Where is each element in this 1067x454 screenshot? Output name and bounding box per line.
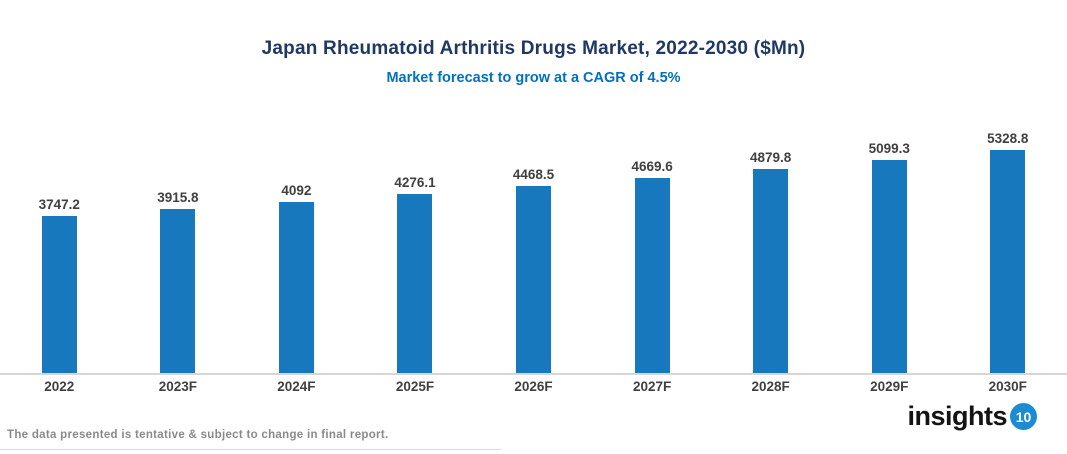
bar-value-label: 4092 bbox=[281, 183, 312, 198]
x-axis-tick-label: 2022 bbox=[44, 379, 75, 394]
bar bbox=[41, 216, 77, 373]
bar-column: 4669.6 bbox=[593, 110, 712, 373]
bar-value-label: 3915.8 bbox=[157, 190, 199, 205]
x-axis-line bbox=[0, 373, 1067, 375]
bar-value-label: 5099.3 bbox=[868, 141, 910, 156]
bar-column: 5328.8 bbox=[949, 110, 1067, 373]
x-axis-tick-label: 2024F bbox=[277, 379, 316, 394]
x-axis-tick-label: 2025F bbox=[395, 379, 435, 394]
logo-badge-10-icon: 10 bbox=[1010, 403, 1037, 430]
logo-wordmark: insights bbox=[907, 401, 1007, 431]
chart-subtitle: Market forecast to grow at a CAGR of 4.5… bbox=[386, 70, 681, 86]
x-axis-tick-label: 2026F bbox=[514, 379, 553, 394]
x-axis-tick-label: 2030F bbox=[988, 379, 1027, 394]
bar-value-label: 4669.6 bbox=[631, 159, 673, 174]
bottom-divider-line bbox=[0, 449, 502, 450]
bar-column: 4092 bbox=[237, 110, 356, 373]
bar bbox=[634, 178, 670, 373]
bar-value-label: 5328.8 bbox=[987, 131, 1029, 146]
bar bbox=[990, 150, 1026, 373]
bar-value-label: 4879.8 bbox=[750, 150, 792, 165]
bar-column: 4276.1 bbox=[356, 110, 475, 373]
bar-column: 3915.8 bbox=[119, 110, 238, 373]
bar-column: 4879.8 bbox=[711, 110, 830, 373]
x-axis-labels: 2022 2023F 2024F 2025F 2026F 2027F 2028F 2029F 2… bbox=[0, 379, 1067, 394]
bar-column: 3747.2 bbox=[0, 110, 119, 373]
bar bbox=[278, 202, 314, 373]
chart-title: Japan Rheumatoid Arthritis Drugs Market,… bbox=[261, 38, 806, 59]
bar bbox=[516, 186, 552, 373]
x-axis-tick-label: 2028F bbox=[751, 379, 790, 394]
bar-column: 4468.5 bbox=[474, 110, 593, 373]
x-axis-tick-label: 2029F bbox=[870, 379, 909, 394]
bar bbox=[160, 209, 196, 373]
disclaimer-text: The data presented is tentative & subjec… bbox=[7, 429, 389, 441]
bar-value-label: 4276.1 bbox=[394, 175, 436, 190]
x-axis-tick-label: 2023F bbox=[158, 379, 197, 394]
bar-value-label: 4468.5 bbox=[512, 167, 555, 182]
bar bbox=[753, 169, 789, 373]
plot-area: 3747.2 3915.8 4092 4276.1 4468.5 4669.6 4879.8… bbox=[0, 110, 1067, 373]
bar-value-label: 3747.2 bbox=[38, 197, 80, 212]
insights10-logo: insights 10 bbox=[907, 403, 1037, 430]
x-axis-tick-label: 2027F bbox=[632, 379, 672, 394]
bar bbox=[397, 194, 433, 373]
bar-column: 5099.3 bbox=[830, 110, 949, 373]
bar bbox=[871, 160, 907, 373]
